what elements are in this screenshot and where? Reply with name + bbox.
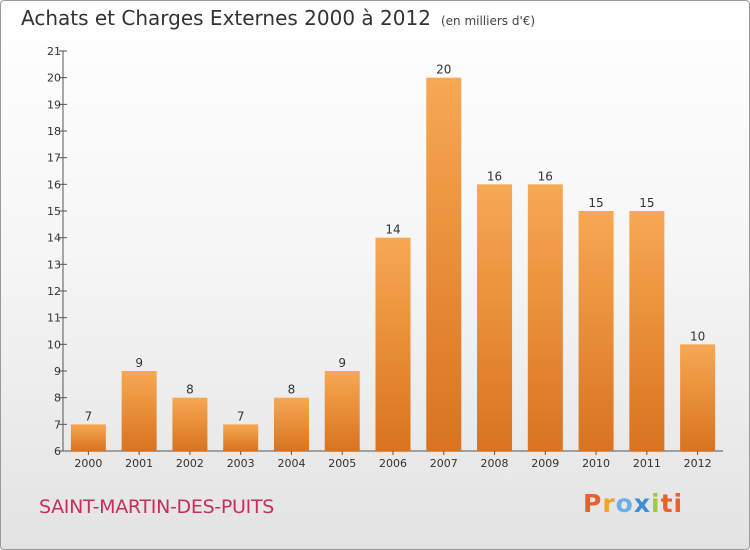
x-tick-label: 2001	[125, 457, 153, 470]
x-tick-label: 2010	[582, 457, 610, 470]
logo-letter: o	[615, 489, 634, 518]
bar	[223, 424, 259, 451]
place-name: SAINT-MARTIN-DES-PUITS	[39, 496, 275, 518]
data-label: 9	[135, 356, 143, 370]
bar	[375, 237, 411, 451]
chart-subtitle: (en milliers d'€)	[440, 14, 536, 28]
y-tick-label: 15	[47, 205, 61, 218]
data-label: 8	[288, 383, 296, 397]
data-labels: 7 9 8 7 8 9 14 20 16 16 15 15 10	[85, 63, 706, 424]
data-label: 7	[237, 409, 245, 423]
y-tick-label: 8	[54, 392, 61, 405]
y-tick-label: 17	[47, 152, 61, 165]
logo-letter: r	[602, 489, 616, 518]
y-tick-label: 9	[54, 365, 61, 378]
logo-letter: i	[673, 489, 684, 518]
x-tick-label: 2005	[328, 457, 356, 470]
y-tick-label: 19	[47, 98, 61, 111]
data-label: 16	[538, 169, 553, 183]
data-label: 15	[639, 196, 654, 210]
x-tick-label: 2011	[633, 457, 661, 470]
axes: 6 7 8 9 10 11 12 13 14 15 16 17 18 19 20 21 2000 2001 2002…	[47, 45, 723, 470]
bar	[172, 397, 208, 451]
y-tick-label: 13	[47, 258, 61, 271]
x-tick-label: 2008	[481, 457, 509, 470]
chart-title: Achats et Charges Externes 2000 à 2012 (e…	[21, 6, 535, 30]
x-tick-label: 2000	[74, 457, 102, 470]
y-tick-label: 20	[47, 72, 61, 85]
data-label: 9	[338, 356, 346, 370]
bar	[477, 184, 513, 452]
logo-letter: P	[583, 489, 603, 518]
data-label: 14	[385, 223, 400, 237]
proxiti-logo: Proxiti	[583, 489, 683, 518]
y-tick-label: 14	[47, 232, 61, 245]
bar	[527, 184, 563, 452]
logo-letter: x	[633, 489, 651, 518]
y-tick-label: 12	[47, 285, 61, 298]
bars	[70, 77, 716, 452]
x-tick-label: 2007	[430, 457, 458, 470]
data-label: 8	[186, 383, 194, 397]
y-tick-label: 18	[47, 125, 61, 138]
logo-letter: i	[651, 489, 661, 518]
bar	[578, 211, 614, 451]
x-tick-label: 2012	[684, 457, 712, 470]
bar	[629, 211, 665, 451]
y-tick-label: 11	[47, 312, 61, 325]
x-tick-label: 2002	[176, 457, 204, 470]
bar	[121, 371, 157, 451]
title-text: Achats et Charges Externes 2000 à 2012	[21, 6, 431, 30]
bar	[324, 371, 360, 451]
bar	[70, 424, 106, 451]
x-tick-label: 2006	[379, 457, 407, 470]
x-tick-label: 2003	[227, 457, 255, 470]
data-label: 15	[588, 196, 603, 210]
data-label: 7	[85, 409, 93, 423]
bar	[426, 77, 462, 452]
x-tick-label: 2009	[531, 457, 559, 470]
logo-letter: t	[660, 489, 674, 518]
bar	[680, 344, 716, 451]
y-tick-label: 21	[47, 45, 61, 58]
y-tick-label: 7	[54, 418, 61, 431]
y-tick-label: 6	[54, 445, 61, 458]
data-label: 20	[436, 63, 451, 77]
x-tick-label: 2004	[277, 457, 305, 470]
y-tick-label: 10	[47, 338, 61, 351]
bar	[273, 397, 309, 451]
data-label: 10	[690, 329, 705, 343]
data-label: 16	[487, 169, 502, 183]
y-tick-label: 16	[47, 178, 61, 191]
